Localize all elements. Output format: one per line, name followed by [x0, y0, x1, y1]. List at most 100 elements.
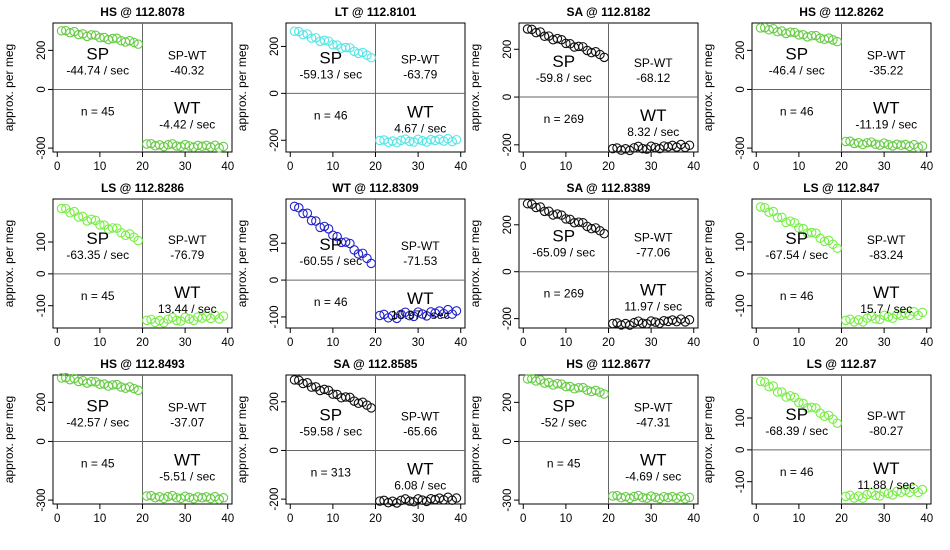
- sp-rate: -52 / sec: [541, 415, 587, 429]
- sp-data-point: [319, 384, 330, 395]
- n-count: n = 45: [81, 289, 115, 303]
- chart-panel: HS @ 112.8078 approx. per meg 0 10 20 30 40 -30…: [2, 5, 234, 173]
- y-tick-label: 200: [36, 41, 48, 60]
- x-tick-label: 30: [645, 337, 658, 349]
- sp-data-point: [764, 207, 774, 217]
- x-tick-label: 20: [369, 513, 382, 525]
- chart-title: LS @ 112.847: [803, 181, 880, 195]
- sp-data-point: [573, 41, 584, 52]
- sp-rate: -67.54 / sec: [765, 248, 828, 262]
- chart-title: SA @ 112.8389: [567, 181, 651, 195]
- x-tick-label: 40: [687, 161, 700, 173]
- x-tick-label: 10: [326, 161, 339, 173]
- y-tick-label: -200: [502, 307, 514, 330]
- sp-rate: -68.39 / sec: [765, 424, 828, 438]
- x-tick-label: 30: [878, 513, 891, 525]
- sp-wt-label: SP-WT: [634, 400, 673, 414]
- y-tick-label: -300: [735, 137, 747, 160]
- y-axis-label: approx. per meg: [468, 220, 482, 307]
- x-tick-label: 40: [221, 513, 234, 525]
- x-tick-label: 20: [369, 161, 382, 173]
- x-tick-label: 20: [602, 161, 615, 173]
- y-tick-label: 0: [735, 86, 747, 92]
- wt-data-point: [375, 310, 385, 321]
- x-tick-label: 10: [326, 513, 339, 525]
- x-tick-label: 10: [792, 161, 805, 173]
- sp-data-point: [785, 391, 796, 401]
- wt-data-point: [451, 134, 462, 145]
- n-count: n = 46: [314, 295, 348, 309]
- wt-rate: 11.88 / sec: [857, 478, 915, 492]
- sp-label: SP: [86, 396, 109, 415]
- y-tick-label: -100: [269, 305, 281, 328]
- chart-title: SA @ 112.8182: [567, 5, 651, 19]
- sp-data-point: [298, 378, 308, 389]
- sp-rate: -59.58 / sec: [299, 424, 362, 438]
- sp-data-point: [311, 216, 321, 226]
- chart-title: HS @ 112.8677: [566, 357, 651, 371]
- sp-data-point: [806, 31, 817, 41]
- sp-data-point: [832, 243, 842, 253]
- chart-panel: SA @ 112.8389 approx. per meg 0 10 20 30 40 -20…: [468, 181, 700, 349]
- x-tick-label: 0: [753, 161, 759, 173]
- wt-data-point: [684, 315, 695, 325]
- y-axis-label: approx. per meg: [2, 44, 16, 131]
- sp-data-point: [590, 385, 601, 396]
- sp-data-point: [531, 376, 541, 386]
- sp-rate: -46.4 / sec: [769, 63, 825, 77]
- y-tick-label: 0: [36, 438, 48, 444]
- x-tick-label: 10: [792, 513, 805, 525]
- wt-data-point: [214, 143, 224, 153]
- x-tick-label: 20: [136, 513, 149, 525]
- y-tick-label: 0: [502, 94, 514, 100]
- y-tick-label: -100: [36, 294, 48, 317]
- wt-label: WT: [873, 283, 899, 302]
- x-tick-label: 20: [835, 337, 848, 349]
- chart-panel: LS @ 112.847 approx. per meg 0 10 20 30 40 -100…: [701, 181, 933, 349]
- x-tick-label: 40: [687, 337, 700, 349]
- wt-rate: 4.67 / sec: [394, 121, 446, 135]
- sp-data-point: [107, 380, 118, 390]
- sp-data-point: [772, 212, 783, 223]
- sp-data-point: [806, 227, 817, 238]
- sp-wt-label: SP-WT: [634, 56, 673, 70]
- n-count: n = 46: [780, 104, 814, 118]
- sp-wt-label: SP-WT: [867, 48, 906, 62]
- chart-panel: LS @ 112.8286 approx. per meg 0 10 20 30 40 -10…: [2, 181, 234, 349]
- y-tick-label: 200: [735, 41, 747, 60]
- y-tick-label: 0: [502, 438, 514, 444]
- wt-rate: -4.69 / sec: [625, 469, 681, 483]
- wt-data-point: [637, 143, 648, 154]
- y-tick-label: 100: [735, 232, 747, 251]
- sp-data-point: [124, 382, 135, 392]
- wt-label: WT: [174, 450, 200, 469]
- sp-data-point: [353, 249, 364, 259]
- sp-data-point: [86, 214, 97, 224]
- sp-data-point: [539, 206, 550, 217]
- y-tick-label: 200: [269, 392, 281, 411]
- wt-rate: 13.44 / sec: [158, 302, 217, 316]
- sp-rate: -42.57 / sec: [66, 415, 129, 429]
- wt-label: WT: [174, 98, 200, 117]
- sp-wt-value: -35.22: [869, 63, 903, 77]
- sp-label: SP: [86, 44, 109, 63]
- wt-data-point: [404, 310, 415, 321]
- sp-wt-label: SP-WT: [168, 400, 207, 414]
- x-tick-label: 20: [136, 337, 149, 349]
- x-tick-label: 10: [326, 337, 339, 349]
- wt-data-point: [625, 493, 635, 504]
- sp-data-point: [573, 217, 584, 227]
- wt-data-point: [637, 318, 648, 329]
- wt-data-point: [917, 141, 928, 151]
- wt-data-point: [214, 494, 224, 505]
- sp-data-point: [794, 397, 804, 408]
- x-tick-label: 30: [179, 513, 192, 525]
- wt-data-point: [404, 136, 415, 147]
- wt-data-point: [218, 141, 229, 152]
- x-tick-label: 40: [221, 337, 234, 349]
- sp-rate: -44.74 / sec: [66, 63, 129, 77]
- sp-data-point: [531, 27, 541, 38]
- sp-data-point: [522, 198, 533, 209]
- sp-data-point: [362, 253, 372, 264]
- x-tick-label: 30: [412, 337, 425, 349]
